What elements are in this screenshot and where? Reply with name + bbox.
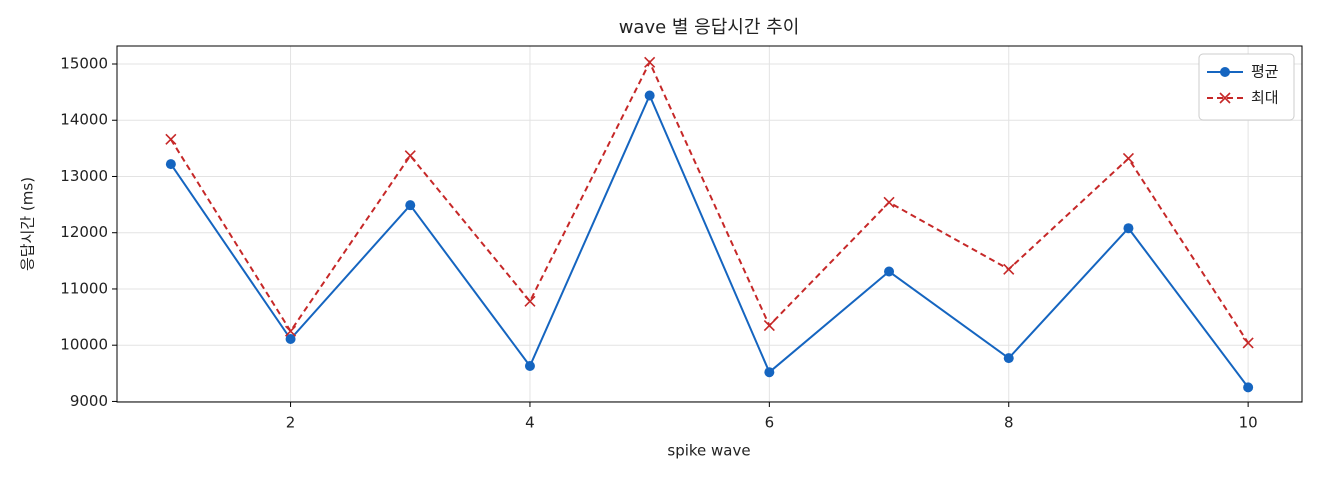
point [1123,223,1134,234]
y-tick-label: 14000 [60,111,108,129]
chart-title: wave 별 응답시간 추이 [619,17,800,38]
x-tick-label: 4 [525,414,535,432]
point [644,90,655,101]
y-tick-label: 12000 [60,223,108,241]
point [883,196,895,208]
point [524,361,535,372]
point [285,334,296,345]
x-tick-label: 2 [286,414,296,432]
point [1003,263,1015,275]
y-tick-label: 11000 [60,279,108,297]
point [763,319,775,332]
point [1122,152,1135,165]
legend-marker [1219,92,1231,104]
y-tick-label: 15000 [60,54,108,72]
point [644,56,656,68]
y-axis-label: 응답시간 (ms) [19,177,37,271]
legend-marker [1220,67,1230,77]
series-line [170,59,1249,344]
point [884,266,895,277]
point [404,150,416,162]
point [1243,382,1254,393]
x-axis-label: spike wave [667,442,750,460]
point [284,325,297,337]
plot-frame [116,45,1303,403]
point [1003,353,1014,364]
point [1242,337,1254,349]
point [524,295,536,307]
legend-label: 최대 [1251,89,1279,107]
y-tick-label: 13000 [60,167,108,185]
y-tick-label: 9000 [70,392,108,410]
point [405,200,416,211]
point [764,367,775,378]
legend-box [1198,53,1295,121]
series-line [170,92,1249,388]
x-tick-label: 10 [1239,414,1258,432]
y-tick-label: 10000 [60,336,108,354]
x-tick-label: 8 [1004,414,1014,432]
x-tick-label: 6 [765,414,775,432]
point [165,133,177,145]
legend-label: 평균 [1251,63,1279,81]
point [165,159,176,170]
